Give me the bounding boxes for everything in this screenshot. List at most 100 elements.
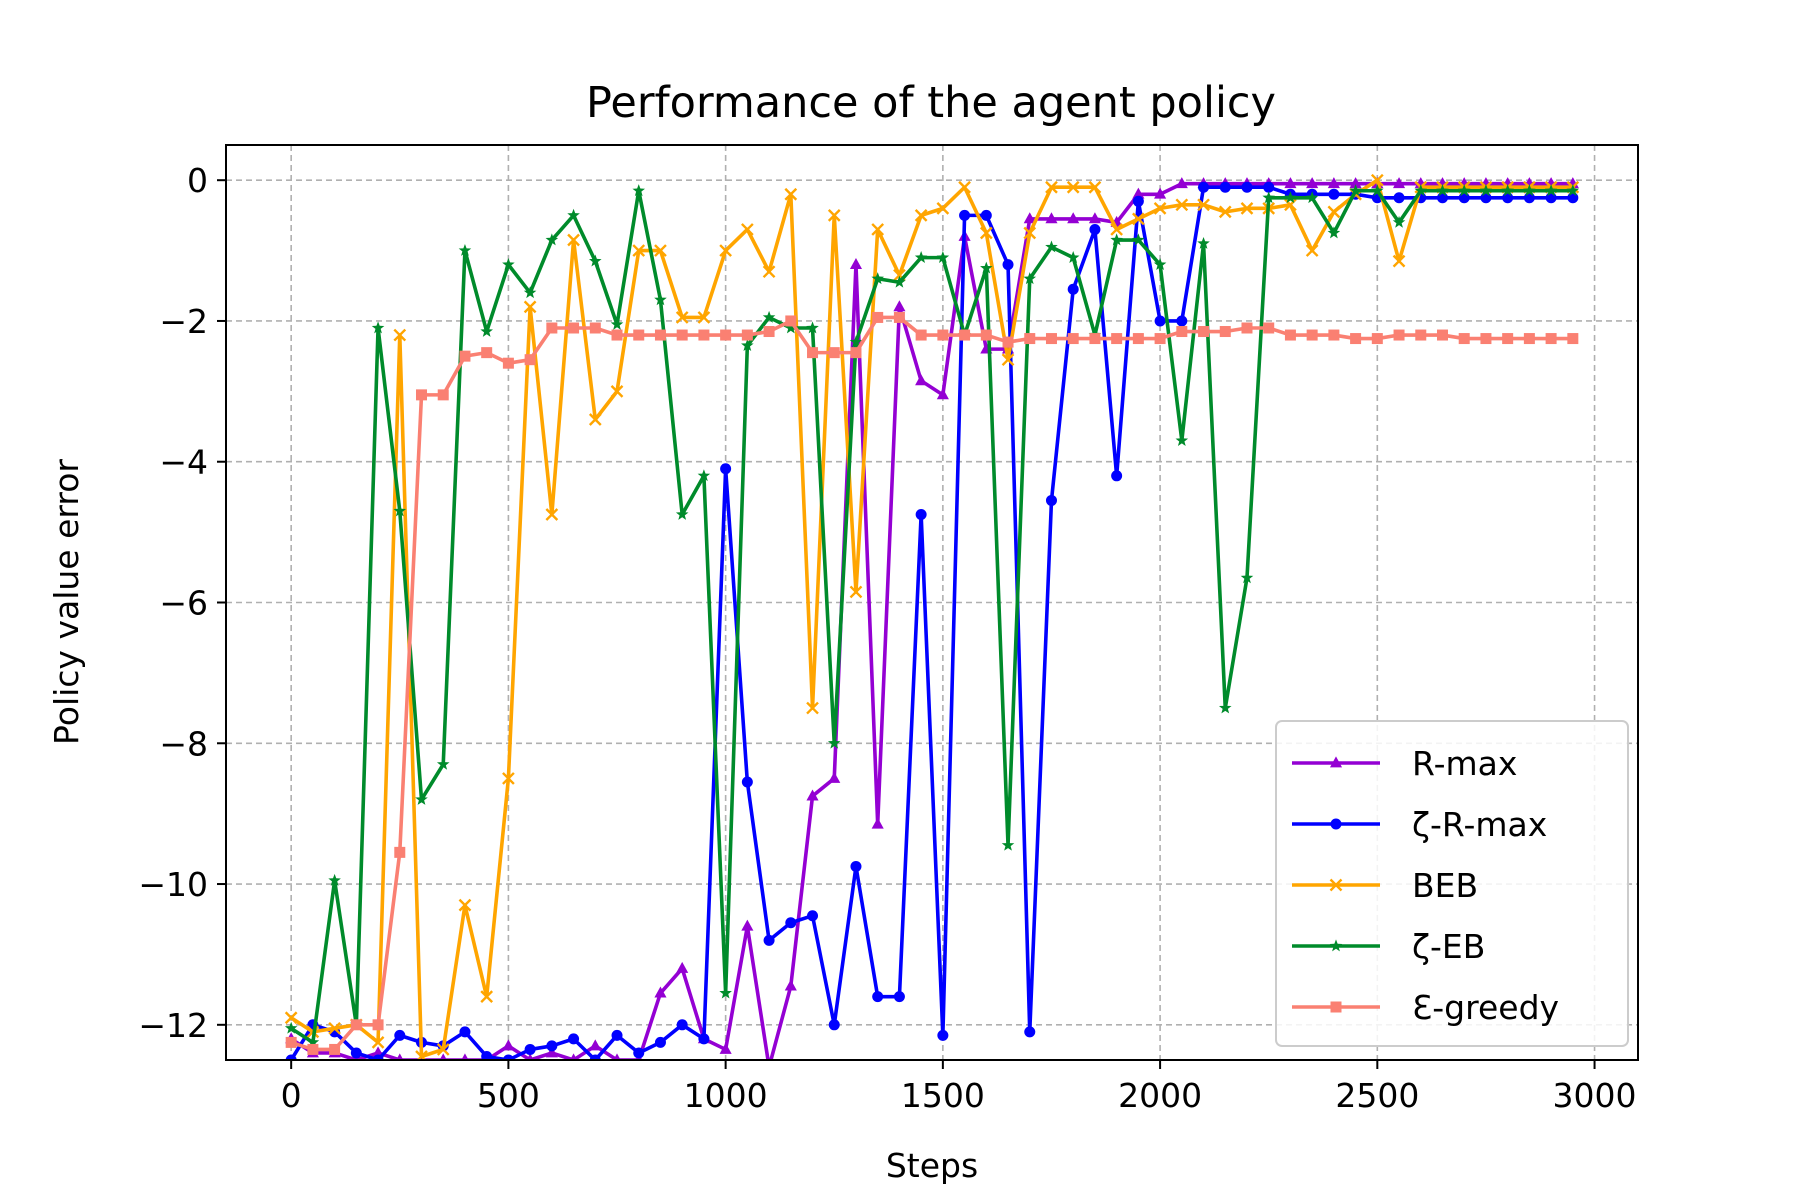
data-point	[1088, 212, 1101, 224]
data-point	[1218, 205, 1232, 219]
data-point	[1218, 701, 1232, 714]
data-point	[568, 1033, 580, 1045]
data-point	[328, 873, 341, 886]
data-point	[372, 1054, 384, 1060]
data-point	[741, 776, 753, 788]
data-point	[1154, 315, 1166, 327]
data-point	[1240, 201, 1254, 215]
data-point	[545, 233, 559, 246]
data-point	[784, 321, 798, 334]
data-point	[1241, 322, 1253, 334]
x-tick-label: 1000	[684, 1076, 768, 1115]
data-point	[806, 321, 819, 334]
data-point	[1132, 187, 1145, 199]
data-point	[1045, 212, 1058, 224]
data-point	[1045, 333, 1057, 345]
legend-label: ζ-EB	[1412, 927, 1485, 966]
data-point	[697, 469, 711, 482]
data-point	[763, 934, 775, 946]
data-point	[371, 321, 385, 334]
data-point	[959, 329, 971, 341]
data-point	[1110, 233, 1123, 246]
data-point	[524, 354, 536, 366]
data-point	[1284, 329, 1296, 341]
data-point	[1523, 192, 1535, 204]
data-point	[1458, 192, 1470, 204]
data-point	[1110, 223, 1123, 236]
data-point	[393, 504, 407, 517]
data-point	[1045, 494, 1057, 506]
data-point	[610, 317, 624, 330]
data-point	[893, 300, 906, 312]
data-point	[654, 293, 667, 306]
data-point	[567, 233, 580, 247]
data-point	[785, 917, 797, 929]
y-tick-label: −8	[159, 724, 208, 763]
data-point	[1567, 192, 1579, 204]
data-point	[1089, 223, 1101, 235]
data-point	[1392, 177, 1406, 189]
data-point	[1198, 326, 1210, 338]
data-point	[1197, 198, 1210, 212]
data-point	[1176, 326, 1188, 338]
data-point	[415, 1050, 428, 1060]
data-point	[893, 311, 905, 323]
data-point	[741, 223, 754, 236]
data-point	[654, 329, 666, 341]
data-point	[1132, 333, 1144, 345]
data-point	[567, 208, 580, 221]
x-tick-label: 3000	[1553, 1076, 1637, 1115]
data-point	[461, 1053, 469, 1060]
data-point	[849, 585, 863, 599]
data-point	[1502, 192, 1514, 204]
data-point	[698, 1033, 710, 1045]
data-point	[675, 507, 689, 520]
data-point	[1544, 184, 1558, 197]
data-point	[698, 329, 710, 341]
data-point	[850, 860, 862, 872]
legend-marker	[1330, 1001, 1342, 1013]
data-point	[697, 311, 711, 324]
data-point	[719, 986, 732, 999]
data-point	[1305, 191, 1319, 204]
data-point	[306, 1035, 320, 1048]
data-point	[1523, 184, 1536, 197]
x-tick-label: 500	[477, 1076, 540, 1115]
data-point	[1219, 181, 1231, 193]
data-point	[436, 1043, 450, 1056]
y-tick-label: −2	[159, 302, 208, 341]
data-point	[784, 979, 797, 991]
data-point	[741, 339, 754, 351]
data-point	[307, 1043, 319, 1055]
data-point	[828, 1019, 840, 1031]
legend-label: R-max	[1412, 744, 1517, 783]
data-point	[502, 1039, 515, 1051]
data-point	[1436, 329, 1448, 341]
data-point	[524, 1043, 536, 1055]
data-point	[1414, 184, 1428, 197]
data-point	[350, 1019, 362, 1031]
data-point	[958, 180, 971, 194]
data-point	[937, 329, 949, 341]
data-point	[1045, 240, 1058, 253]
data-point	[1175, 177, 1188, 189]
data-point	[1306, 329, 1318, 341]
data-point	[481, 347, 493, 359]
y-tick-label: 0	[187, 161, 208, 200]
data-point	[959, 209, 971, 221]
data-point	[1328, 188, 1340, 200]
data-point	[481, 1050, 493, 1060]
data-point	[568, 322, 580, 334]
data-point	[1176, 315, 1188, 327]
data-point	[329, 1043, 341, 1055]
legend-label: ζ-R-max	[1412, 805, 1547, 844]
data-point	[936, 251, 950, 263]
data-point	[1002, 259, 1014, 271]
data-point	[458, 243, 472, 256]
data-point	[458, 898, 472, 912]
y-axis-label: Policy value error	[47, 459, 86, 745]
data-point	[741, 329, 753, 341]
data-point	[1480, 192, 1492, 204]
data-point	[1371, 333, 1383, 345]
data-point	[284, 1011, 298, 1025]
